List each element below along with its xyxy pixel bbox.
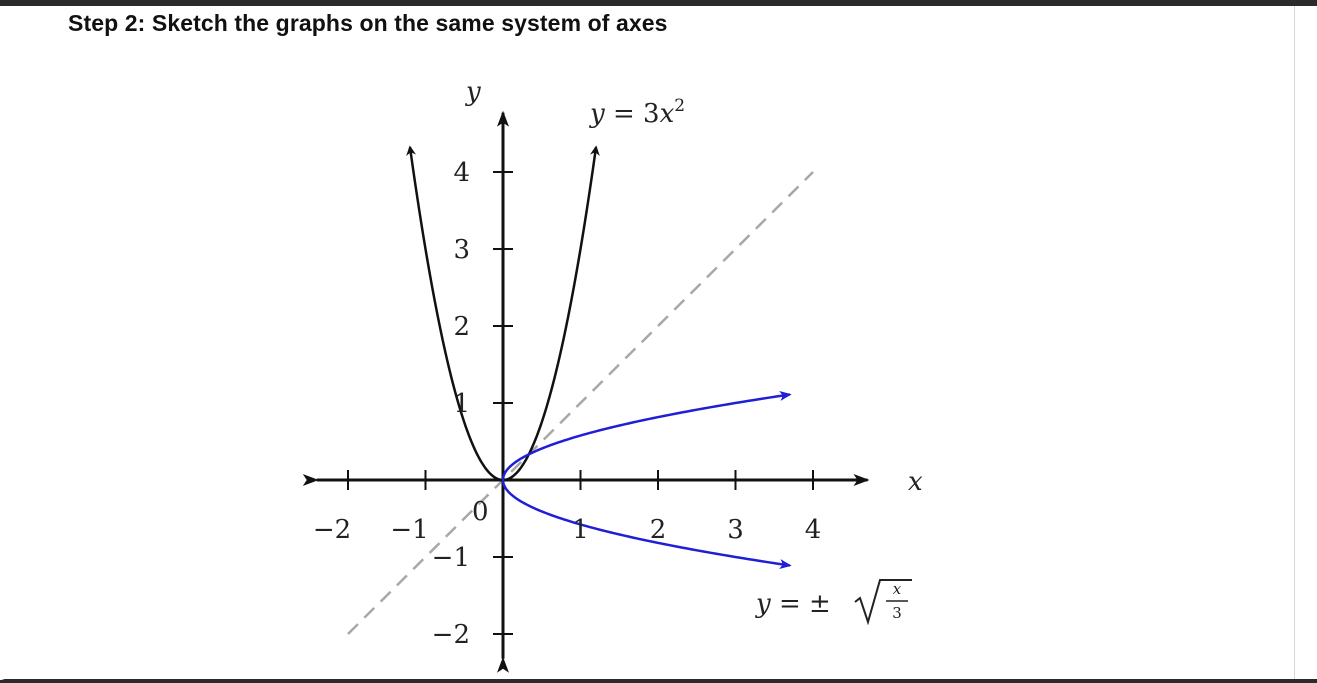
inverse-label-denominator: 3 [892,604,902,622]
y-tick-label: 3 [453,235,470,265]
rounded-corner [0,650,10,680]
origin-label: 0 [472,497,489,527]
y-tick-label: 4 [453,158,470,188]
y-tick-label: 1 [453,389,470,419]
parabola-label-eq: = 3 [605,99,660,129]
inverse-label: y = ± x 3 [755,579,912,626]
svg-text:y = ±: y = ± [755,589,831,619]
parabola-left-branch [406,145,504,482]
radical-sign [854,579,912,626]
identity-line [347,171,814,635]
axes-layer [302,110,870,673]
y-axis-label: y [465,77,481,107]
x-tick-label: 4 [805,515,822,545]
identity-line-layer [347,171,814,635]
x-tick-label: 1 [572,515,589,545]
parabola-label-lhs: y [589,99,605,129]
top-border [0,0,1317,6]
inverse-label-eq: = ± [771,589,831,619]
y-tick-label: −1 [432,543,470,573]
y-tick-label: −2 [432,620,470,650]
inverse-upper-branch [501,391,792,481]
bottom-border [0,679,1317,683]
x-tick-label: 3 [727,515,744,545]
inverse-lower-branch [501,479,792,569]
x-axis-label: x [908,467,923,497]
y-tick-label: 2 [453,312,470,342]
parabola-label: y = 3x2 [589,96,685,129]
x-tick-label: 2 [650,515,667,545]
parabola-label-var: x [660,99,675,129]
labels-layer: −2 −1 1 2 3 4 −2 −1 1 2 3 4 [313,158,821,650]
x-tick-label: −1 [390,515,428,545]
x-tick-label: −2 [313,515,351,545]
step-title: Step 2: Sketch the graphs on the same sy… [68,10,668,36]
curves-layer [406,145,792,569]
parabola-label-exponent: 2 [674,96,685,116]
inverse-label-numerator: x [893,580,902,598]
right-border [1294,6,1295,680]
parabola-right-branch [502,145,600,482]
inverse-label-lhs: y [755,589,771,619]
